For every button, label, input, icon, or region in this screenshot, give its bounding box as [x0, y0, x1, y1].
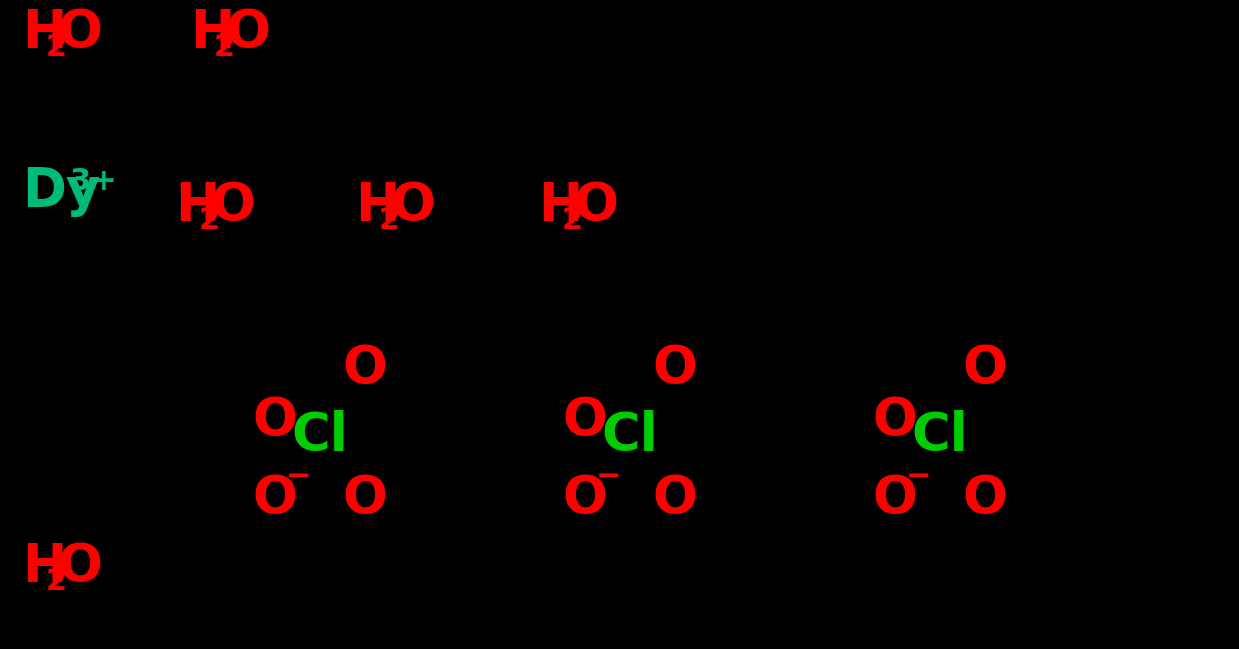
- Text: O: O: [872, 473, 917, 525]
- Text: O: O: [58, 6, 103, 58]
- Text: O: O: [563, 473, 607, 525]
- Text: O: O: [390, 180, 436, 232]
- Text: 2: 2: [198, 206, 219, 235]
- Text: 2: 2: [213, 32, 234, 62]
- Text: 2: 2: [46, 32, 67, 62]
- Text: Cl: Cl: [602, 410, 658, 461]
- Text: H: H: [538, 180, 582, 232]
- Text: O: O: [872, 395, 917, 447]
- Text: O: O: [963, 473, 1007, 525]
- Text: Dy: Dy: [22, 165, 100, 217]
- Text: H: H: [175, 180, 219, 232]
- Text: 2: 2: [46, 567, 67, 596]
- Text: H: H: [22, 541, 66, 593]
- Text: −: −: [596, 462, 621, 491]
- Text: O: O: [963, 343, 1007, 395]
- Text: H: H: [190, 6, 234, 58]
- Text: H: H: [22, 6, 66, 58]
- Text: O: O: [574, 180, 618, 232]
- Text: H: H: [356, 180, 399, 232]
- Text: O: O: [253, 473, 297, 525]
- Text: 3+: 3+: [69, 167, 116, 196]
- Text: 2: 2: [379, 206, 400, 235]
- Text: O: O: [253, 395, 297, 447]
- Text: 2: 2: [561, 206, 582, 235]
- Text: O: O: [653, 473, 698, 525]
- Text: Cl: Cl: [912, 410, 969, 461]
- Text: O: O: [58, 541, 103, 593]
- Text: O: O: [653, 343, 698, 395]
- Text: −: −: [906, 462, 930, 491]
- Text: O: O: [342, 343, 388, 395]
- Text: O: O: [225, 6, 270, 58]
- Text: O: O: [342, 473, 388, 525]
- Text: O: O: [211, 180, 255, 232]
- Text: Cl: Cl: [291, 410, 348, 461]
- Text: O: O: [563, 395, 607, 447]
- Text: −: −: [285, 462, 311, 491]
